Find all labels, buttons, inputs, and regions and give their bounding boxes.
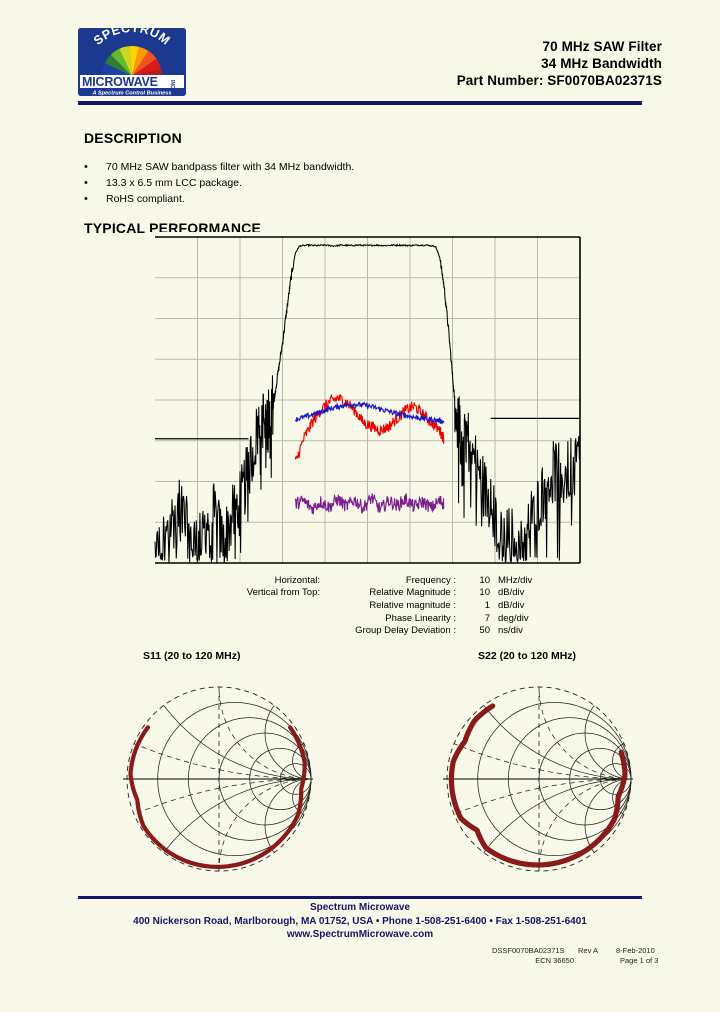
bullet-icon: • [84, 161, 88, 173]
description-heading: DESCRIPTION [84, 130, 182, 146]
list-item-label: RoHS compliant. [106, 193, 185, 205]
legend-unit: dB/div [498, 587, 525, 599]
footer-address: 400 Nickerson Road, Marlborough, MA 0175… [133, 915, 587, 927]
svg-text:INC: INC [169, 80, 175, 89]
legend-param: Phase Linearity : [385, 612, 456, 624]
legend-unit: ns/div [498, 625, 523, 637]
doc-date: 8-Feb-2010 [616, 946, 655, 955]
doc-number: DSSF0070BA02371S [492, 946, 565, 955]
legend-axis-label: Horizontal: [274, 574, 320, 586]
bullet-icon: • [84, 177, 88, 189]
legend-row: Group Delay Deviation : 50 ns/div [222, 624, 552, 637]
list-item: • RoHS compliant. [84, 192, 504, 208]
doc-ecn: ECN 36650 [535, 956, 574, 965]
spectrum-microwave-logo: SPECTRUM MICROWAVE INC A Spectrum Contro… [78, 28, 186, 96]
smith-grid [443, 686, 633, 872]
legend-value: 10 [479, 587, 490, 599]
title-bandwidth: 34 MHz Bandwidth [541, 56, 662, 71]
legend-row: Relative magnitude : 1 dB/div [222, 599, 552, 612]
plot-gridlines [155, 237, 580, 563]
legend-value: 10 [479, 574, 490, 586]
smith-chart-s22 [432, 672, 647, 892]
smith-chart-title-s11: S11 (20 to 120 MHz) [143, 650, 241, 662]
legend-value: 1 [484, 599, 490, 611]
list-item-label: 13.3 x 6.5 mm LCC package. [106, 177, 242, 189]
description-bullet-list: • 70 MHz SAW bandpass filter with 34 MHz… [84, 160, 504, 208]
svg-text:MICROWAVE: MICROWAVE [82, 75, 158, 89]
smith-trace-s22 [448, 703, 628, 868]
footer-company: Spectrum Microwave [309, 902, 411, 913]
legend-param: Frequency : [405, 574, 456, 586]
list-item: • 13.3 x 6.5 mm LCC package. [84, 176, 504, 192]
header-title-block: 70 MHz SAW Filter 34 MHz Bandwidth Part … [457, 38, 662, 89]
title-product: 70 MHz SAW Filter [542, 39, 662, 54]
legend-param: Group Delay Deviation : [355, 625, 456, 637]
doc-control-row: ECN 36650 Page 1 of 3 [492, 956, 672, 966]
legend-param: Relative Magnitude : [369, 587, 456, 599]
footer-website[interactable]: www.SpectrumMicrowave.com [286, 929, 434, 940]
legend-row: Horizontal: Frequency : 10 MHz/div [222, 574, 552, 587]
bullet-icon: • [84, 193, 88, 205]
legend-axis-label: Vertical from Top: [246, 587, 320, 599]
doc-control-row: DSSF0070BA02371S Rev A 8-Feb-2010 [492, 946, 672, 956]
header-divider [78, 101, 642, 105]
list-item: • 70 MHz SAW bandpass filter with 34 MHz… [84, 160, 504, 176]
plot-legend: Horizontal: Frequency : 10 MHz/div Verti… [222, 574, 552, 637]
smith-chart-s11 [112, 672, 327, 892]
legend-row: Vertical from Top: Relative Magnitude : … [222, 587, 552, 600]
plot-traces [154, 243, 580, 564]
doc-revision: Rev A [578, 946, 599, 955]
legend-unit: MHz/div [498, 574, 533, 586]
doc-page: Page 1 of 3 [620, 956, 659, 965]
list-item-label: 70 MHz SAW bandpass filter with 34 MHz b… [106, 161, 355, 173]
title-part-number: Part Number: SF0070BA02371S [456, 73, 662, 88]
smith-grid [123, 686, 313, 872]
legend-value: 50 [479, 625, 490, 637]
smith-chart-title-s22: S22 (20 to 120 MHz) [478, 650, 577, 662]
svg-text:A Spectrum Control Business: A Spectrum Control Business [91, 91, 171, 97]
performance-plot [148, 232, 588, 572]
page-footer: Spectrum Microwave 400 Nickerson Road, M… [0, 901, 720, 942]
document-control-block: DSSF0070BA02371S Rev A 8-Feb-2010 ECN 36… [492, 946, 672, 966]
footer-divider [78, 896, 642, 899]
legend-unit: deg/div [498, 612, 529, 624]
legend-row: Phase Linearity : 7 deg/div [222, 612, 552, 625]
legend-unit: dB/div [498, 599, 525, 611]
legend-value: 7 [484, 612, 490, 624]
legend-param: Relative magnitude : [369, 599, 456, 611]
smith-trace-s11 [128, 725, 307, 869]
page-header: SPECTRUM MICROWAVE INC A Spectrum Contro… [0, 0, 720, 105]
